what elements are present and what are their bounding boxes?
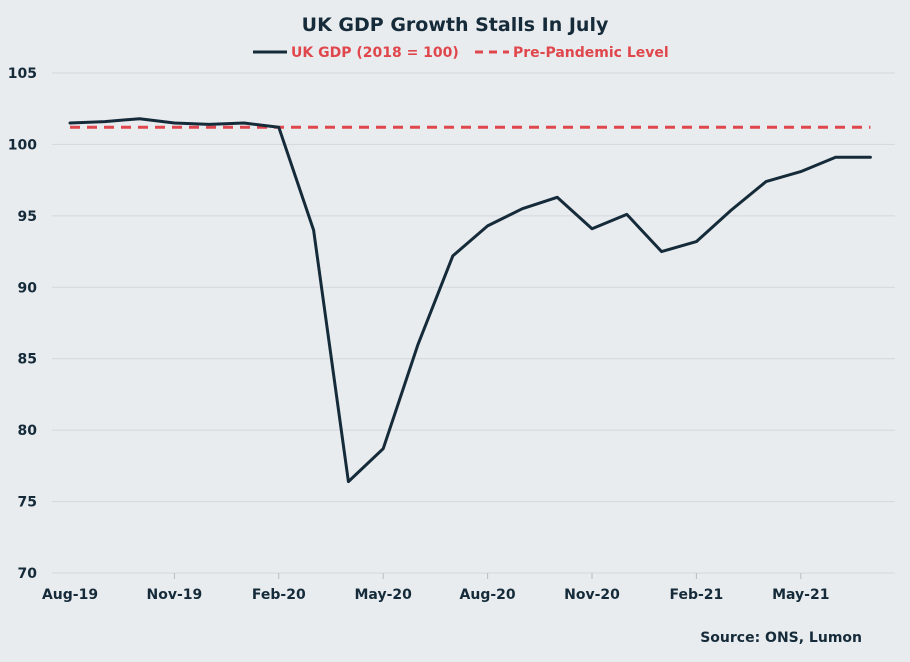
y-tick-label: 90 (18, 280, 38, 296)
y-tick-label: 85 (18, 352, 37, 368)
legend: UK GDP (2018 = 100) Pre-Pandemic Level (253, 45, 669, 61)
y-tick-label: 80 (18, 423, 38, 439)
x-axis: Aug-19 Nov-19 Feb-20 May-20 Aug-20 Nov-20 Feb-… (42, 573, 829, 603)
x-tick-label: Feb-21 (669, 587, 723, 603)
legend-label-pre-pandemic: Pre-Pandemic Level (513, 45, 669, 61)
y-axis: 70 75 80 85 90 95 100 105 (8, 66, 37, 582)
y-tick-label: 105 (8, 66, 37, 82)
y-tick-label: 70 (18, 566, 38, 582)
x-tick-label: Aug-20 (460, 587, 516, 603)
gridlines (52, 72, 895, 574)
series-line-uk-gdp (68, 117, 872, 484)
x-tick-label: May-20 (355, 587, 413, 603)
x-tick-label: Nov-20 (564, 587, 620, 603)
chart-title: UK GDP Growth Stalls In July (302, 14, 609, 36)
y-tick-label: 75 (18, 495, 37, 511)
x-tick-label: Nov-19 (147, 587, 203, 603)
legend-label-gdp: UK GDP (2018 = 100) (291, 45, 459, 61)
x-tick-label: Aug-19 (42, 587, 98, 603)
x-tick-label: May-21 (772, 587, 829, 603)
y-tick-label: 100 (8, 137, 37, 153)
series-lines (68, 117, 872, 484)
y-tick-label: 95 (18, 209, 37, 225)
x-tick-label: Feb-20 (252, 587, 306, 603)
source-note: Source: ONS, Lumon (700, 630, 862, 646)
